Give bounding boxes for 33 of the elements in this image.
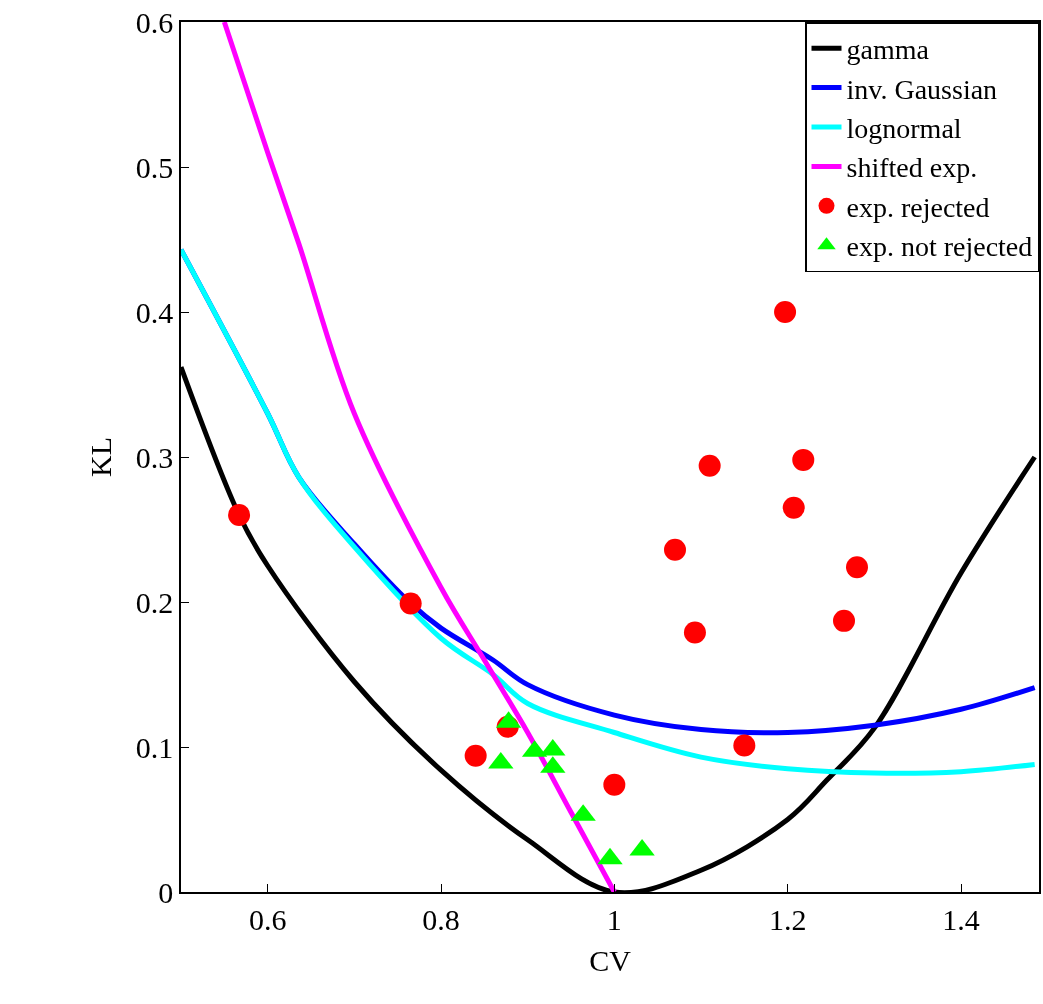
point [774,301,797,323]
point [228,504,251,526]
legend-label: gamma [846,34,930,66]
point [698,454,721,477]
x-tick-label: 1 [606,902,622,936]
x-tick-label: 0.8 [422,902,460,936]
x-tick-label: 0.6 [248,902,287,936]
point [792,448,815,471]
point [846,556,868,579]
y-tick-label: 0.5 [135,150,174,184]
x-tick-label: 1.2 [768,902,807,936]
y-tick-label: 0.2 [135,585,174,619]
x-tick-label: 1.4 [942,902,980,936]
point [464,744,487,767]
legend-label: exp. not rejected [846,231,1033,263]
y-tick-label: 0.1 [135,730,174,764]
point [399,592,422,615]
point [603,773,626,796]
point [733,734,756,757]
y-tick-label: 0.4 [135,295,174,329]
point [833,609,855,632]
y-tick-label: 0 [158,875,174,909]
y-tick-label: 0.3 [135,440,174,474]
point [664,538,686,561]
legend-label: lognormal [846,112,962,144]
legend-label: inv. Gaussian [846,73,998,105]
point [782,496,805,519]
legend-label: exp. rejected [846,191,990,223]
y-tick-label: 0.6 [135,5,174,39]
y-axis-title: KL [84,437,118,477]
point [683,621,706,644]
legend-label: shifted exp. [846,152,978,184]
x-axis-title: CV [589,943,632,977]
